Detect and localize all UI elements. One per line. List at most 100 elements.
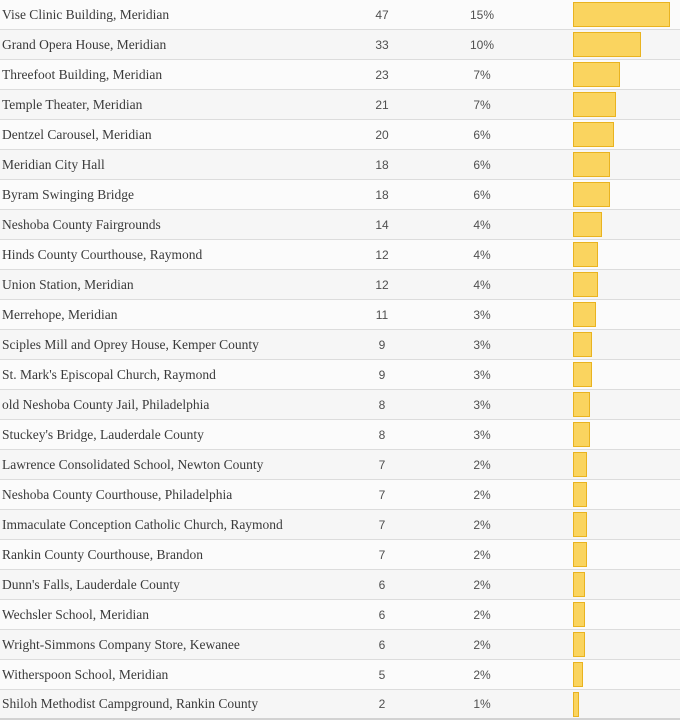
- vote-count: 14: [375, 217, 389, 232]
- vote-bar: [573, 122, 614, 147]
- vote-count: 7: [378, 517, 386, 532]
- bar-track: [532, 30, 680, 59]
- vote-bar: [573, 32, 641, 57]
- poll-option-label: Byram Swinging Bridge: [2, 186, 134, 202]
- poll-option-label: Immaculate Conception Catholic Church, R…: [2, 516, 283, 532]
- poll-result-row: Wright-Simmons Company Store, Kewanee 6 …: [0, 630, 680, 660]
- poll-result-row: Lawrence Consolidated School, Newton Cou…: [0, 450, 680, 480]
- poll-result-row: Merrehope, Meridian 11 3%: [0, 300, 680, 330]
- vote-bar: [573, 632, 585, 657]
- vote-percentage: 4%: [473, 247, 491, 262]
- vote-bar: [573, 152, 610, 177]
- vote-bar: [573, 691, 579, 717]
- vote-count: 18: [375, 187, 389, 202]
- vote-percentage: 2%: [473, 607, 491, 622]
- bar-track: [532, 450, 680, 479]
- vote-bar: [573, 272, 598, 297]
- vote-percentage: 2%: [473, 457, 491, 472]
- vote-bar: [573, 62, 620, 87]
- bar-track: [532, 180, 680, 209]
- poll-option-label: Temple Theater, Meridian: [2, 96, 143, 112]
- vote-count: 7: [378, 547, 386, 562]
- bar-track: [532, 300, 680, 329]
- vote-count: 12: [375, 277, 389, 292]
- bar-track: [532, 540, 680, 569]
- poll-result-row: Rankin County Courthouse, Brandon 7 2%: [0, 540, 680, 570]
- bar-track: [532, 600, 680, 629]
- vote-count: 6: [378, 607, 386, 622]
- poll-option-label: Neshoba County Courthouse, Philadelphia: [2, 486, 233, 502]
- poll-option-label: Neshoba County Fairgrounds: [2, 216, 161, 232]
- poll-option-label: Merrehope, Meridian: [2, 306, 118, 322]
- vote-count: 18: [375, 157, 389, 172]
- vote-count: 12: [375, 247, 389, 262]
- vote-count: 7: [378, 457, 386, 472]
- bar-track: [532, 120, 680, 149]
- poll-result-row: Union Station, Meridian 12 4%: [0, 270, 680, 300]
- vote-percentage: 6%: [473, 157, 491, 172]
- vote-percentage: 1%: [473, 697, 491, 711]
- poll-result-row: Temple Theater, Meridian 21 7%: [0, 90, 680, 120]
- vote-bar: [573, 242, 598, 267]
- vote-percentage: 3%: [473, 307, 491, 322]
- poll-result-row: Dunn's Falls, Lauderdale County 6 2%: [0, 570, 680, 600]
- poll-result-row: St. Mark's Episcopal Church, Raymond 9 3…: [0, 360, 680, 390]
- poll-result-row: Threefoot Building, Meridian 23 7%: [0, 60, 680, 90]
- vote-count: 6: [378, 577, 386, 592]
- vote-percentage: 3%: [473, 427, 491, 442]
- poll-option-label: Hinds County Courthouse, Raymond: [2, 246, 203, 262]
- vote-percentage: 15%: [469, 7, 495, 22]
- bar-track: [532, 630, 680, 659]
- vote-percentage: 6%: [473, 127, 491, 142]
- poll-option-label: Dunn's Falls, Lauderdale County: [2, 576, 180, 592]
- vote-count: 6: [378, 637, 386, 652]
- vote-count: 47: [375, 7, 389, 22]
- vote-percentage: 3%: [473, 397, 491, 412]
- vote-bar: [573, 212, 602, 237]
- vote-percentage: 7%: [473, 97, 491, 112]
- poll-result-row: Immaculate Conception Catholic Church, R…: [0, 510, 680, 540]
- poll-option-label: Shiloh Methodist Campground, Rankin Coun…: [2, 696, 259, 711]
- poll-option-label: Dentzel Carousel, Meridian: [2, 126, 152, 142]
- poll-result-row: Hinds County Courthouse, Raymond 12 4%: [0, 240, 680, 270]
- poll-result-row: Wechsler School, Meridian 6 2%: [0, 600, 680, 630]
- poll-option-label: Witherspoon School, Meridian: [2, 666, 169, 682]
- vote-count: 20: [375, 127, 389, 142]
- bar-track: [532, 240, 680, 269]
- poll-result-row: Witherspoon School, Meridian 5 2%: [0, 660, 680, 690]
- vote-bar: [573, 662, 583, 687]
- poll-option-label: Meridian City Hall: [2, 156, 105, 172]
- vote-percentage: 3%: [473, 337, 491, 352]
- poll-result-row: Neshoba County Courthouse, Philadelphia …: [0, 480, 680, 510]
- vote-bar: [573, 482, 587, 507]
- vote-percentage: 2%: [473, 667, 491, 682]
- poll-result-row: Stuckey's Bridge, Lauderdale County 8 3%: [0, 420, 680, 450]
- poll-result-row: Byram Swinging Bridge 18 6%: [0, 180, 680, 210]
- vote-percentage: 2%: [473, 577, 491, 592]
- bar-track: [532, 510, 680, 539]
- poll-result-row: old Neshoba County Jail, Philadelphia 8 …: [0, 390, 680, 420]
- poll-option-label: Wechsler School, Meridian: [2, 606, 149, 622]
- poll-option-label: Grand Opera House, Meridian: [2, 36, 167, 52]
- bar-track: [532, 360, 680, 389]
- vote-bar: [573, 332, 592, 357]
- poll-option-label: St. Mark's Episcopal Church, Raymond: [2, 366, 216, 382]
- vote-percentage: 6%: [473, 187, 491, 202]
- poll-result-row: Vise Clinic Building, Meridian 47 15%: [0, 0, 680, 30]
- poll-result-row: Sciples Mill and Oprey House, Kemper Cou…: [0, 330, 680, 360]
- poll-option-label: Sciples Mill and Oprey House, Kemper Cou…: [2, 336, 259, 352]
- vote-percentage: 2%: [473, 637, 491, 652]
- vote-count: 5: [378, 667, 386, 682]
- vote-bar: [573, 2, 670, 27]
- poll-option-label: old Neshoba County Jail, Philadelphia: [2, 396, 210, 412]
- poll-result-row: Grand Opera House, Meridian 33 10%: [0, 30, 680, 60]
- bar-track: [532, 480, 680, 509]
- bar-track: [532, 90, 680, 119]
- poll-option-label: Stuckey's Bridge, Lauderdale County: [2, 426, 204, 442]
- poll-option-label: Union Station, Meridian: [2, 276, 134, 292]
- vote-bar: [573, 302, 596, 327]
- vote-count: 8: [378, 397, 386, 412]
- poll-option-label: Lawrence Consolidated School, Newton Cou…: [2, 456, 264, 472]
- vote-count: 2: [378, 697, 386, 711]
